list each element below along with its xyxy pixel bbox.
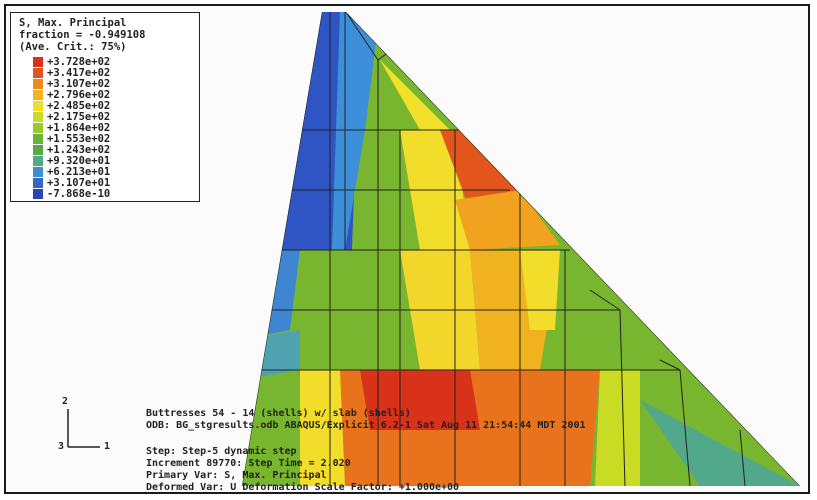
info-line-7: Deformed Var: U Deformation Scale Factor… bbox=[146, 482, 460, 493]
legend-swatch bbox=[33, 156, 43, 166]
legend-title-line-1: S, Max. Principal bbox=[19, 17, 127, 29]
axis-2-label: 2 bbox=[62, 396, 69, 407]
legend-value-label: +2.796e+02 bbox=[47, 89, 111, 101]
legend-swatch bbox=[33, 68, 43, 78]
field-teal-right bbox=[640, 400, 800, 486]
field-red-bottom bbox=[360, 370, 480, 430]
legend-value-label: +1.553e+02 bbox=[47, 133, 111, 145]
legend-value-label: +3.728e+02 bbox=[47, 56, 111, 68]
legend-value-label: +1.864e+02 bbox=[47, 122, 111, 134]
legend-value-label: +9.320e+01 bbox=[47, 155, 111, 167]
legend-value-label: +2.175e+02 bbox=[47, 111, 111, 123]
legend-swatch bbox=[33, 134, 43, 144]
legend-value-label: +6.213e+01 bbox=[47, 166, 111, 178]
legend-swatch bbox=[33, 167, 43, 177]
field-lime-bottom-right bbox=[595, 370, 640, 486]
mesh-lines bbox=[242, 12, 800, 486]
legend-swatch bbox=[33, 178, 43, 188]
axis-1-label: 1 bbox=[104, 441, 111, 452]
legend-value-label: -7.868e-10 bbox=[47, 188, 111, 200]
legend-title-line-2: fraction = -0.949108 bbox=[19, 29, 146, 41]
field-yellow-top bbox=[380, 60, 450, 130]
contour-legend: S, Max. Principal fraction = -0.949108 (… bbox=[10, 12, 200, 202]
legend-value-label: +2.485e+02 bbox=[47, 100, 111, 112]
legend-swatch bbox=[33, 145, 43, 155]
legend-value-label: +3.417e+02 bbox=[47, 67, 111, 79]
info-line-6: Primary Var: S, Max. Principal bbox=[146, 470, 327, 481]
legend-swatch bbox=[33, 112, 43, 122]
legend-value-label: +3.107e+02 bbox=[47, 78, 111, 90]
legend-swatch bbox=[33, 189, 43, 199]
info-line-4: Step: Step-5 dynamic step bbox=[146, 446, 297, 457]
info-line-2: ODB: BG_stgresults.odb ABAQUS/Explicit 6… bbox=[146, 420, 586, 431]
legend-swatch bbox=[33, 79, 43, 89]
field-yellow-bottom-left bbox=[300, 370, 345, 486]
legend-value-label: +3.107e+01 bbox=[47, 177, 111, 189]
legend-swatch bbox=[33, 90, 43, 100]
axis-3-label: 3 bbox=[58, 441, 65, 452]
axis-triad bbox=[67, 409, 100, 448]
legend-swatch bbox=[33, 123, 43, 133]
legend-title-line-3: (Ave. Crit.: 75%) bbox=[19, 41, 127, 53]
legend-swatch bbox=[33, 101, 43, 111]
legend-value-label: +1.243e+02 bbox=[47, 144, 111, 156]
legend-swatch bbox=[33, 57, 43, 67]
info-line-5: Increment 89770: Step Time = 2.020 bbox=[146, 458, 351, 469]
field-amber-upper bbox=[455, 190, 560, 250]
info-line-1: Buttresses 54 - 14 (shells) w/ slab (she… bbox=[146, 408, 411, 419]
